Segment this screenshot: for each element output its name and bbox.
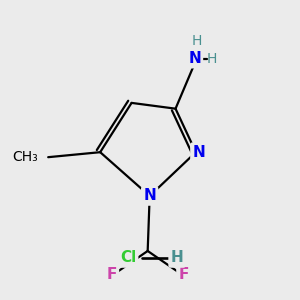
Text: H: H <box>191 34 202 48</box>
Text: N: N <box>192 145 205 160</box>
Text: CH₃: CH₃ <box>12 150 38 164</box>
Text: F: F <box>178 268 189 283</box>
Text: N: N <box>188 51 201 66</box>
Text: F: F <box>106 268 117 283</box>
Text: H: H <box>206 52 217 66</box>
Text: N: N <box>143 188 156 203</box>
Text: H: H <box>171 250 183 266</box>
Text: Cl: Cl <box>120 250 136 266</box>
